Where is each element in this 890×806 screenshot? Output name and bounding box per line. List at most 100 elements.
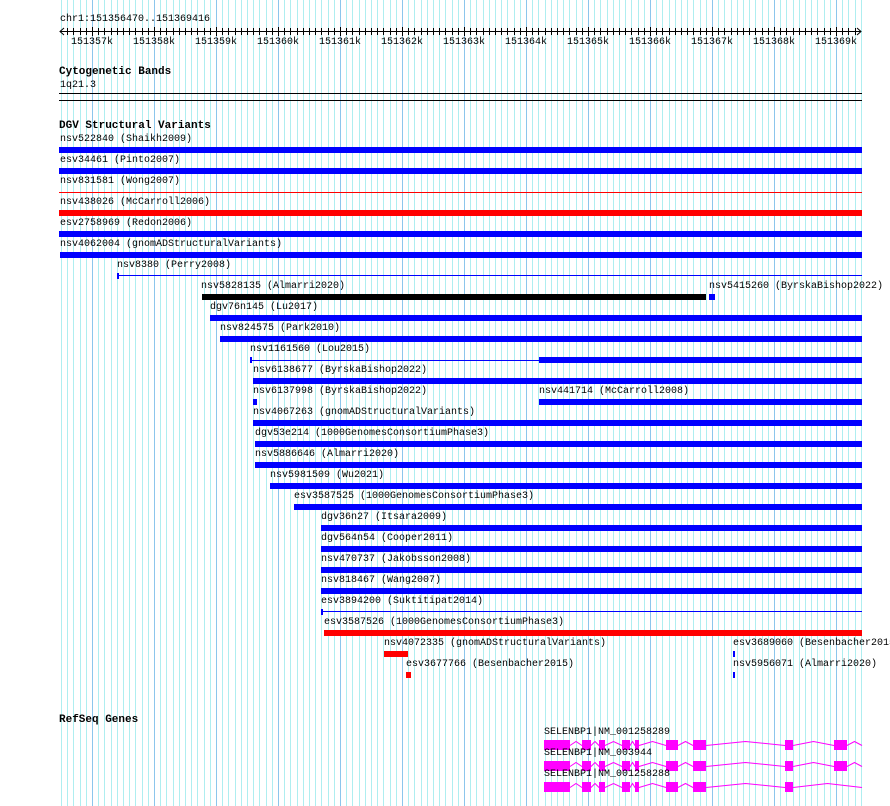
exon [666, 761, 678, 771]
feature-bar[interactable] [321, 525, 862, 531]
exon [785, 782, 793, 792]
feature-bar[interactable] [539, 399, 862, 405]
transcript-model[interactable] [0, 780, 890, 794]
exon [635, 782, 639, 792]
transcript-label[interactable]: SELENBP1|NM_001258289 [544, 727, 671, 738]
exon [666, 740, 678, 750]
feature-bar[interactable] [60, 252, 862, 258]
cytoband-line-top [59, 93, 862, 94]
exon [635, 761, 639, 771]
feature-label[interactable]: nsv831581 (Wong2007) [60, 176, 181, 187]
feature-label[interactable]: nsv441714 (McCarroll2008) [539, 386, 690, 397]
feature-bar[interactable] [733, 672, 735, 678]
feature-bar[interactable] [733, 651, 735, 657]
feature-label[interactable]: nsv5956071 (Almarri2020) [733, 659, 878, 670]
feature-line[interactable] [59, 192, 862, 193]
feature-bar[interactable] [220, 336, 862, 342]
feature-label[interactable]: esv3587526 (1000GenomesConsortiumPhase3) [324, 617, 565, 628]
feature-label[interactable]: nsv4062004 (gnomADStructuralVariants) [60, 239, 283, 250]
feature-label[interactable]: dgv36n27 (Itsara2009) [321, 512, 448, 523]
feature-line[interactable] [117, 275, 862, 276]
feature-label[interactable]: dgv564n54 (Cooper2011) [321, 533, 454, 544]
feature-label[interactable]: nsv8380 (Perry2008) [117, 260, 232, 271]
feature-label[interactable]: esv34461 (Pinto2007) [60, 155, 181, 166]
feature-label[interactable]: esv3894200 (Suktitipat2014) [321, 596, 484, 607]
feature-label[interactable]: nsv4067263 (gnomADStructuralVariants) [253, 407, 476, 418]
transcript-label[interactable]: SELENBP1|NM_001258288 [544, 769, 671, 780]
feature-label[interactable]: nsv1161560 (Lou2015) [250, 344, 371, 355]
feature-bar[interactable] [255, 462, 862, 468]
ruler-tick-label: 151362k [381, 36, 423, 48]
feature-label[interactable]: nsv4072335 (gnomADStructuralVariants) [384, 638, 607, 649]
feature-label[interactable]: nsv6137998 (ByrskaBishop2022) [253, 386, 428, 397]
feature-bar[interactable] [59, 210, 862, 216]
feature-bar[interactable] [59, 231, 862, 237]
feature-bar[interactable] [384, 651, 408, 657]
feature-label[interactable]: esv2758969 (Redon2006) [60, 218, 193, 229]
exon [544, 740, 570, 750]
ruler-axis[interactable]: 151357k 151358k 151359k 151360k 151361k 15136… [0, 24, 890, 48]
feature-label[interactable]: dgv53e214 (1000GenomesConsortiumPhase3) [255, 428, 490, 439]
feature-bar[interactable] [294, 504, 862, 510]
feature-block[interactable] [117, 273, 119, 279]
feature-bar[interactable] [255, 441, 862, 447]
feature-bar[interactable] [321, 567, 862, 573]
feature-block[interactable] [321, 609, 323, 615]
feature-label[interactable]: nsv5981509 (Wu2021) [270, 470, 385, 481]
cytoband-label: 1q21.3 [60, 80, 97, 91]
intron-line [569, 740, 863, 746]
feature-label[interactable]: nsv438026 (McCarroll2006) [60, 197, 211, 208]
feature-bar[interactable] [270, 483, 862, 489]
feature-line[interactable] [250, 360, 539, 361]
track-title-dgv[interactable]: DGV Structural Variants [59, 120, 211, 132]
feature-bar[interactable] [321, 546, 862, 552]
feature-bar[interactable] [406, 672, 411, 678]
exon [834, 740, 847, 750]
feature-label[interactable]: dgv76n145 (Lu2017) [210, 302, 319, 313]
scroll-right-arrow-icon[interactable] [856, 27, 862, 36]
feature-label[interactable]: nsv5886646 (Almarri2020) [255, 449, 400, 460]
feature-bar[interactable] [539, 357, 862, 363]
feature-bar[interactable] [321, 588, 862, 594]
transcript-model[interactable] [0, 759, 890, 773]
exon [622, 740, 630, 750]
feature-bar[interactable] [202, 294, 706, 300]
ruler-tick-label: 151368k [753, 36, 795, 48]
feature-label[interactable]: nsv6138677 (ByrskaBishop2022) [253, 365, 428, 376]
feature-bar[interactable] [59, 147, 862, 153]
feature-bar[interactable] [324, 630, 862, 636]
feature-label[interactable]: nsv522840 (Shaikh2009) [60, 134, 193, 145]
feature-label[interactable]: nsv470737 (Jakobsson2008) [321, 554, 472, 565]
feature-line[interactable] [321, 611, 862, 612]
feature-bar[interactable] [253, 378, 862, 384]
exon [599, 782, 605, 792]
ruler-tick-label: 151360k [257, 36, 299, 48]
track-title-cytogenetic-bands[interactable]: Cytogenetic Bands [59, 66, 172, 78]
scroll-left-arrow-icon[interactable] [59, 27, 65, 36]
feature-bar[interactable] [253, 399, 257, 405]
feature-bar[interactable] [210, 315, 862, 321]
ruler-tick-label: 151363k [443, 36, 485, 48]
intron-line [569, 761, 863, 767]
exon [635, 740, 639, 750]
feature-label[interactable]: nsv818467 (Wang2007) [321, 575, 442, 586]
ruler-tick-label: 151358k [133, 36, 175, 48]
feature-bar[interactable] [709, 294, 715, 300]
track-title-refseq-genes[interactable]: RefSeq Genes [59, 714, 139, 726]
exon [582, 782, 591, 792]
feature-label[interactable]: nsv5415260 (ByrskaBishop2022) [709, 281, 884, 292]
exon [622, 761, 630, 771]
feature-label[interactable]: nsv5828135 (Almarri2020) [201, 281, 346, 292]
ruler-tick-label: 151361k [319, 36, 361, 48]
feature-bar[interactable] [59, 168, 862, 174]
exon [666, 782, 678, 792]
feature-label[interactable]: esv3689060 (Besenbacher2015) [733, 638, 890, 649]
exon [582, 740, 591, 750]
feature-label[interactable]: esv3677766 (Besenbacher2015) [406, 659, 575, 670]
feature-label[interactable]: esv3587525 (1000GenomesConsortiumPhase3) [294, 491, 535, 502]
transcript-label[interactable]: SELENBP1|NM_003944 [544, 748, 653, 759]
transcript-model[interactable] [0, 738, 890, 752]
exon [622, 782, 630, 792]
feature-bar[interactable] [253, 420, 862, 426]
feature-label[interactable]: nsv824575 (Park2010) [220, 323, 341, 334]
